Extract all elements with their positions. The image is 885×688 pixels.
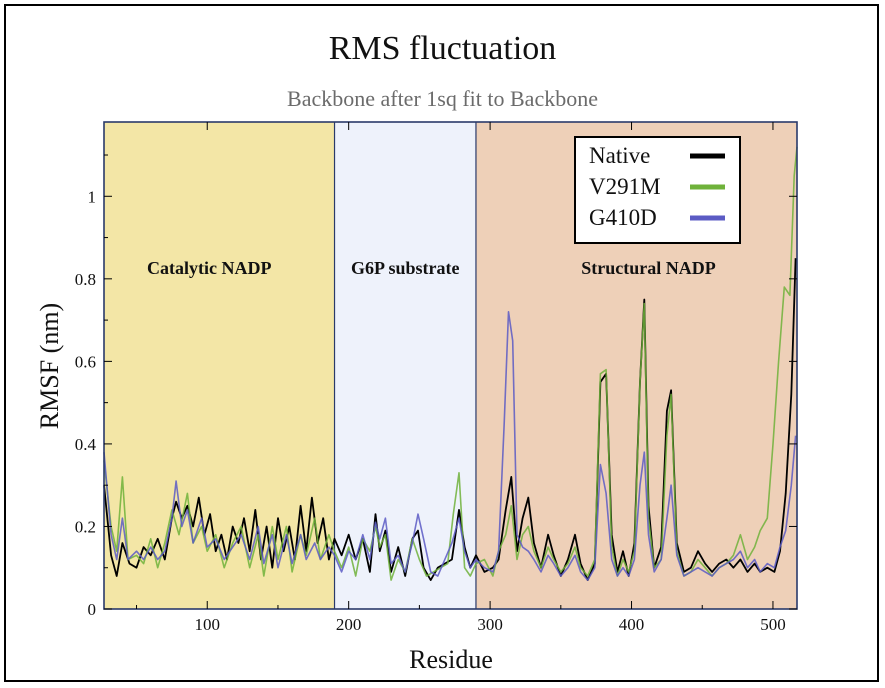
y-tick-label: 0.4 [75,435,97,454]
y-tick-label: 0.6 [75,352,96,371]
legend: Native V291M G410D [574,136,741,244]
region-band-0 [104,122,335,609]
x-tick-label: 400 [619,615,645,634]
x-tick-label: 300 [477,615,503,634]
region-label-2: Structural NADP [581,258,715,278]
chart-title: RMS fluctuation [328,30,557,67]
x-tick-label: 200 [336,615,362,634]
legend-label-g410d: G410D [589,205,657,230]
y-tick-label: 1 [88,187,97,206]
region-label-0: Catalytic NADP [147,258,271,278]
ticks-layer: 100 200 300 400 500 0 0.2 0.4 0.6 0.8 1 [75,122,797,634]
region-label-1: G6P substrate [351,258,460,278]
series-layer [103,146,798,581]
series-line-g410d [103,311,797,581]
y-axis-label: RMSF (nm) [35,303,64,429]
y-tick-label: 0 [88,600,97,619]
x-tick-label: 100 [194,615,220,634]
x-tick-label: 500 [760,615,786,634]
legend-label-v291m: V291M [589,174,661,199]
chart-subtitle: Backbone after 1sq fit to Backbone [287,86,598,111]
axes-layer [103,121,798,610]
y-tick-label: 0.2 [75,517,96,536]
legend-label-native: Native [589,143,650,168]
x-axis-label: Residue [409,645,493,674]
axes-box [103,121,798,610]
y-tick-label: 0.8 [75,270,96,289]
